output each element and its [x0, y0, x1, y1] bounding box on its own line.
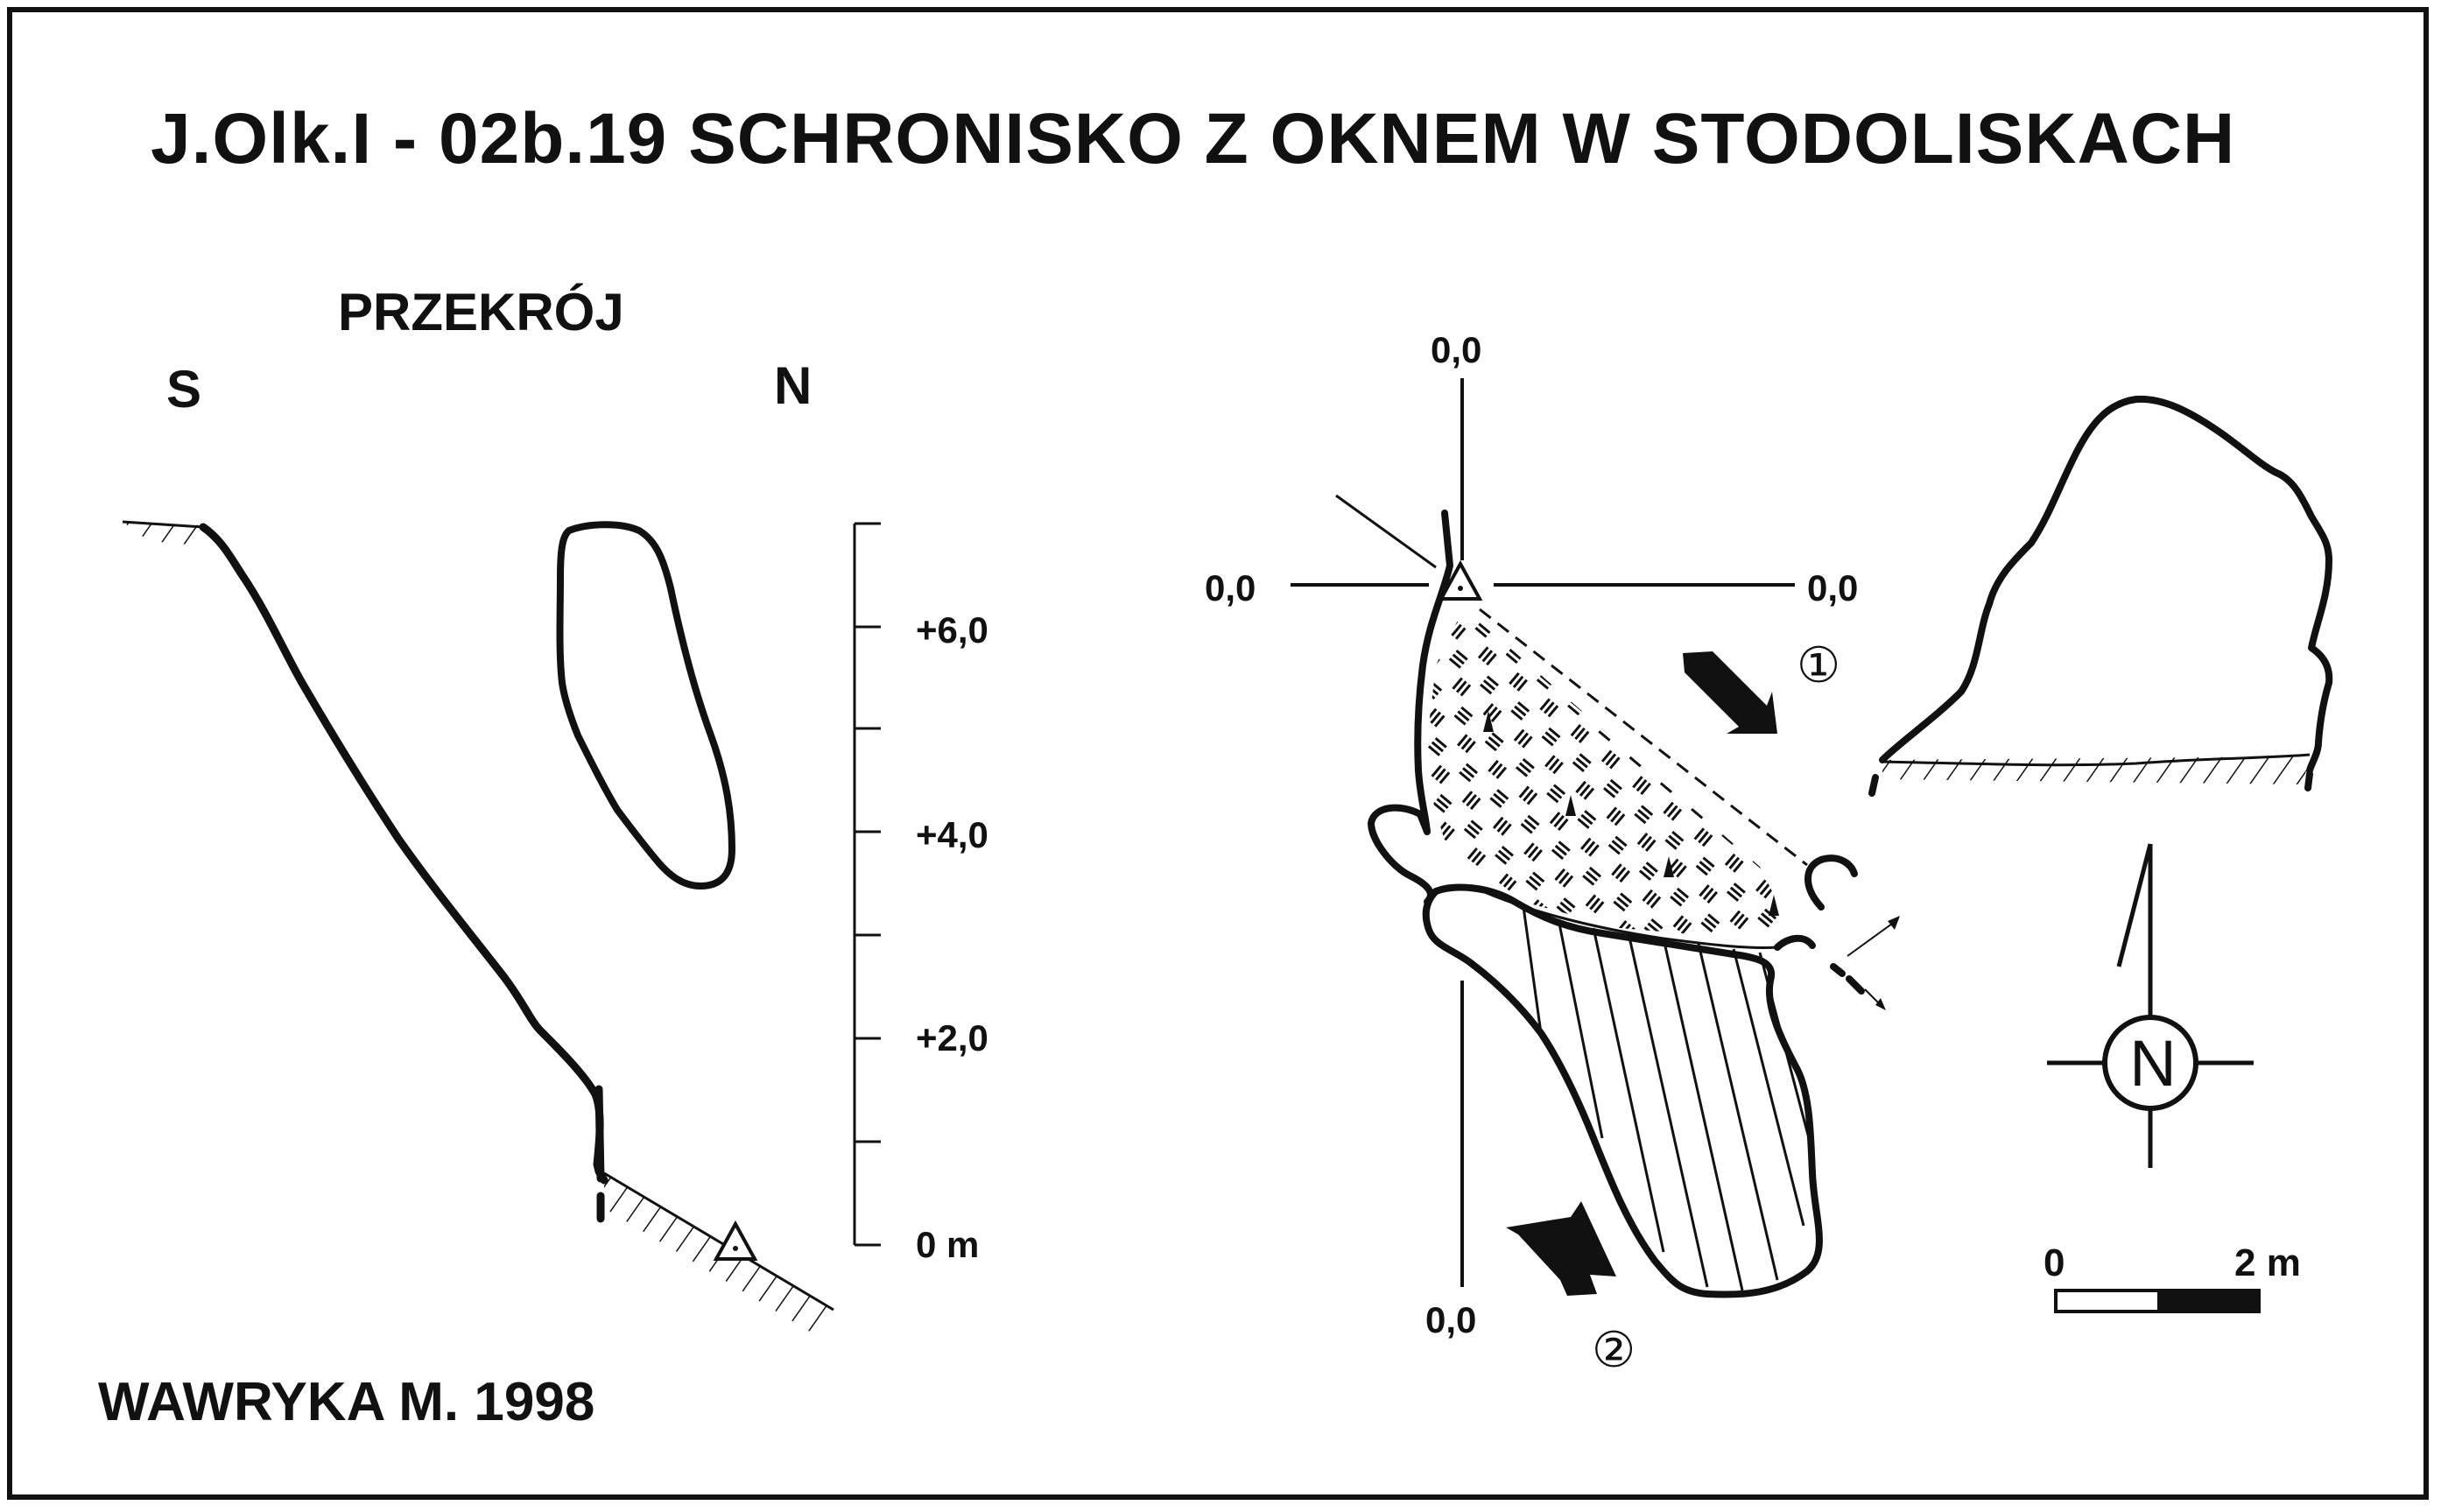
axis-zero-label-top: 0,0	[1431, 329, 1482, 370]
entrance-marker-1: ①	[1797, 637, 1841, 694]
section-label: PRZEKRÓJ	[338, 283, 624, 341]
scale-bar-end-label: 2 m	[2234, 1241, 2301, 1284]
window-outline	[556, 521, 735, 890]
scale-bar	[2054, 1289, 2261, 1313]
scale-bar-start-label: 0	[2044, 1241, 2065, 1284]
page-title: J.Olk.I - 02b.19 SCHRONISKO Z OKNEM W ST…	[151, 99, 2236, 179]
entrance-marker-2: ②	[1592, 1322, 1636, 1379]
entrance-arrow-icon	[1506, 1201, 1616, 1296]
axis-zero-label-right: 0,0	[1807, 567, 1859, 608]
author-credit: WAWRYKA M. 1998	[98, 1372, 595, 1432]
axis-zero-label-left: 0,0	[1205, 567, 1256, 608]
debris-hatch	[1424, 608, 1791, 939]
datum-triangle-icon	[713, 1220, 758, 1261]
cave-plan	[1291, 378, 1900, 1298]
plan-outline-upper	[1368, 510, 1453, 905]
upper-ground-hatch	[123, 522, 203, 545]
plan-outline-lower	[1422, 883, 1823, 1298]
cross-section-outline	[1879, 395, 2333, 774]
map-frame	[7, 7, 2429, 1500]
plan-datum-triangle-icon	[1438, 559, 1483, 601]
axis-zero-label-bottom: 0,0	[1425, 1299, 1477, 1340]
scale-tick-label: +2,0	[916, 1017, 988, 1058]
direction-north-label: N	[774, 356, 812, 415]
entrance-arrow-icon	[1683, 651, 1777, 734]
scale-tick-label: +6,0	[916, 609, 988, 651]
north-arrow-icon	[2047, 843, 2254, 1168]
cross-section	[1868, 395, 2333, 797]
scale-tick-label: 0 m	[916, 1224, 980, 1265]
scale-tick-label: +4,0	[916, 814, 988, 855]
direction-south-label: S	[166, 360, 202, 418]
north-arrow-label: N	[2129, 1027, 2177, 1100]
cross-section-floor-hatch	[1882, 756, 2310, 784]
height-scale	[853, 522, 881, 1247]
profile-section	[122, 520, 881, 1340]
